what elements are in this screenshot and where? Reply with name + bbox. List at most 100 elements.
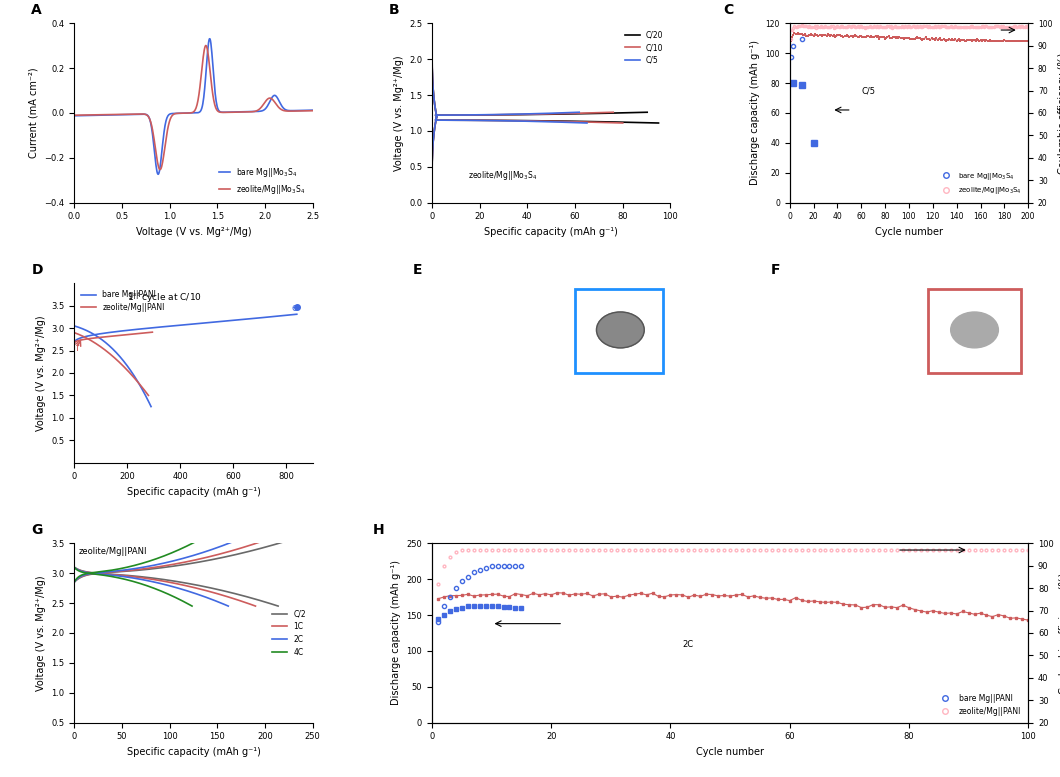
Line: 2C: 2C <box>74 540 236 582</box>
Point <box>525 407 542 420</box>
Point <box>832 392 849 405</box>
4C <box>157 552 170 561</box>
C/2 <box>224 551 236 560</box>
Point <box>424 439 441 451</box>
Point <box>490 361 507 373</box>
Text: C: C <box>723 3 734 17</box>
Text: zeolite/Mg||PANI: zeolite/Mg||PANI <box>78 547 147 556</box>
Point <box>489 426 506 438</box>
1C <box>143 563 156 573</box>
Point <box>499 438 516 451</box>
Point <box>512 350 529 363</box>
Point <box>552 367 569 379</box>
Circle shape <box>951 312 999 348</box>
Point <box>807 367 824 379</box>
Point <box>942 405 959 417</box>
Point <box>985 430 1002 443</box>
Point <box>580 366 597 378</box>
Text: zeolite/Mg||Mo$_3$S$_4$: zeolite/Mg||Mo$_3$S$_4$ <box>467 169 537 182</box>
Point <box>545 371 562 384</box>
Point <box>550 399 567 411</box>
4C <box>68 577 81 587</box>
2C <box>170 556 182 565</box>
Point <box>454 396 471 409</box>
Point <box>590 417 607 430</box>
Point <box>589 347 606 359</box>
Y-axis label: Voltage (V vs. Mg²⁺/Mg): Voltage (V vs. Mg²⁺/Mg) <box>393 55 404 171</box>
Point <box>527 315 544 328</box>
Point <box>947 431 964 444</box>
Point <box>597 347 614 360</box>
Text: C      47.7: C 47.7 <box>439 305 480 310</box>
1C <box>130 565 143 574</box>
Point <box>823 332 840 344</box>
Text: F: F <box>771 263 780 277</box>
Point <box>446 433 463 445</box>
Point <box>863 351 880 364</box>
Point <box>893 413 909 426</box>
Text: f: f <box>75 343 78 354</box>
Bar <box>929 289 1021 373</box>
Point <box>432 340 449 352</box>
Point <box>601 421 618 434</box>
Point <box>442 375 459 387</box>
1C <box>259 535 271 545</box>
Y-axis label: Voltage (V vs. Mg²⁺/Mg): Voltage (V vs. Mg²⁺/Mg) <box>36 575 46 691</box>
Text: F      0.1: F 0.1 <box>797 359 834 364</box>
X-axis label: Voltage (V vs. Mg²⁺/Mg): Voltage (V vs. Mg²⁺/Mg) <box>136 227 251 237</box>
4C <box>158 551 171 560</box>
Text: Mg      68.6: Mg 68.6 <box>797 377 842 382</box>
4C <box>108 565 121 574</box>
Point <box>948 406 965 419</box>
Point <box>922 445 939 458</box>
Point <box>431 388 448 401</box>
Text: G: G <box>32 524 42 538</box>
Point <box>590 445 607 458</box>
Point <box>973 321 990 333</box>
Legend: C/2, 1C, 2C, 4C: C/2, 1C, 2C, 4C <box>269 606 308 660</box>
Point <box>819 323 836 336</box>
Point <box>902 360 919 372</box>
Y-axis label: Discharge capacity (mAh g⁻¹): Discharge capacity (mAh g⁻¹) <box>749 40 760 186</box>
Point <box>789 376 806 388</box>
Point <box>543 329 560 342</box>
Text: N      3.5: N 3.5 <box>439 322 477 328</box>
Point <box>588 402 605 414</box>
Point <box>491 354 508 367</box>
C/2 <box>93 569 106 578</box>
Point <box>496 352 513 364</box>
Bar <box>575 289 664 373</box>
C/2 <box>153 563 165 573</box>
2C <box>87 569 100 578</box>
Point <box>485 390 502 402</box>
Point <box>586 407 603 420</box>
Point <box>950 374 967 386</box>
C/2 <box>138 565 151 574</box>
Point <box>533 370 550 382</box>
Legend: bare Mg||PANI, zeolite/Mg||PANI: bare Mg||PANI, zeolite/Mg||PANI <box>78 287 167 315</box>
4C <box>117 563 129 573</box>
Point <box>578 368 595 381</box>
Point <box>907 377 924 389</box>
Legend: bare Mg||PANI, zeolite/Mg||PANI: bare Mg||PANI, zeolite/Mg||PANI <box>935 691 1024 719</box>
Point <box>501 323 518 336</box>
Point <box>610 405 626 417</box>
Point <box>516 376 533 388</box>
Legend: bare Mg||Mo$_3$S$_4$, zeolite/Mg||Mo$_3$S$_4$: bare Mg||Mo$_3$S$_4$, zeolite/Mg||Mo$_3$… <box>936 168 1025 199</box>
2C <box>230 535 243 545</box>
Text: 20 μm: 20 μm <box>448 440 471 446</box>
Point <box>555 400 572 413</box>
Point <box>606 341 623 354</box>
Point <box>615 323 632 336</box>
Point <box>840 378 856 391</box>
Point <box>511 425 528 437</box>
Point <box>442 441 459 453</box>
Point <box>457 441 474 453</box>
1C <box>188 556 200 565</box>
Point <box>432 329 449 341</box>
Text: N      0.9: N 0.9 <box>797 322 834 328</box>
Point <box>602 371 619 384</box>
Point <box>464 433 481 445</box>
Point <box>836 415 853 427</box>
Y-axis label: Current (mA cm⁻²): Current (mA cm⁻²) <box>29 68 39 159</box>
